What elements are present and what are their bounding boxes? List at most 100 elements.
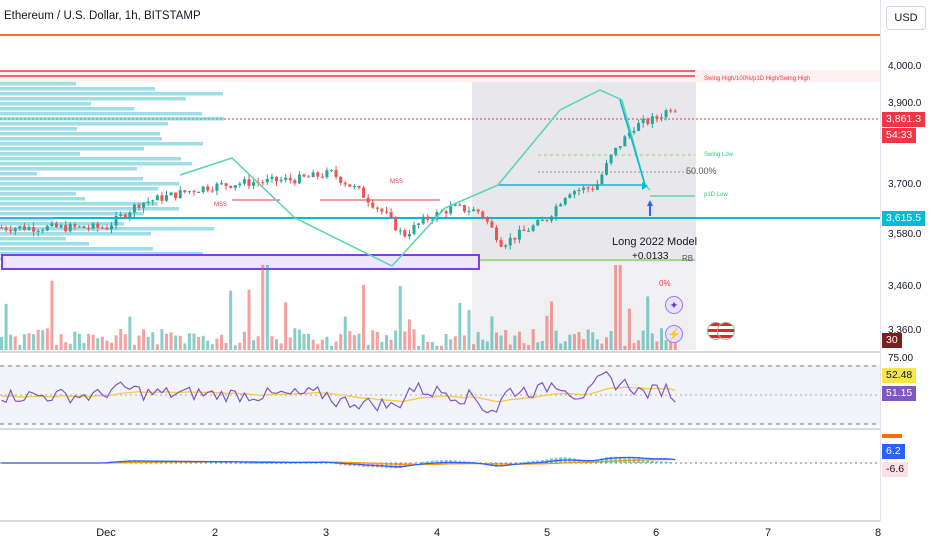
model-name-label: Long 2022 Model	[612, 236, 698, 248]
price-candle	[490, 221, 494, 228]
price-candle	[426, 216, 430, 220]
volume-bar	[568, 334, 572, 350]
price-candle	[114, 216, 118, 226]
volume-bar	[664, 340, 668, 350]
price-candle	[4, 227, 8, 230]
volume-bar	[142, 329, 146, 350]
volume-bar	[472, 344, 476, 350]
price-candle	[476, 209, 480, 212]
volume-profile-bar	[0, 207, 179, 211]
price-candle	[183, 190, 187, 193]
volume-bar	[224, 342, 228, 350]
volume-bar	[252, 340, 256, 350]
macd-histogram-bar	[453, 460, 457, 463]
volume-bar	[586, 329, 590, 350]
volume-profile-bar	[0, 97, 186, 101]
volume-bar	[105, 340, 109, 350]
price-candle	[169, 192, 173, 196]
volume-bar	[206, 340, 210, 350]
price-candle	[55, 223, 58, 228]
price-candle	[485, 217, 489, 222]
volume-bar	[403, 331, 407, 350]
macd-histogram-bar	[421, 461, 425, 463]
last-price-tag: 3,861.3	[882, 112, 926, 127]
volume-bar	[146, 336, 150, 350]
volume-bar	[577, 332, 581, 350]
swing-high-label: Swing High/100%/p1D High/Swing High	[704, 76, 811, 82]
price-candle	[187, 191, 191, 193]
volume-profile-bar	[0, 217, 54, 221]
macd-histogram-bar	[600, 458, 604, 463]
volume-bar	[536, 342, 540, 350]
volume-bar	[412, 329, 416, 350]
volume-profile-bar	[0, 182, 179, 186]
currency-button[interactable]: USD	[886, 6, 926, 30]
price-candle	[73, 224, 77, 227]
volume-bar	[242, 331, 246, 350]
volume-bar	[100, 336, 104, 350]
us-flag-icon[interactable]	[717, 322, 735, 340]
volume-bar	[160, 329, 164, 350]
event-lightning-icon[interactable]: ⚡	[665, 325, 683, 343]
volume-bar	[288, 337, 292, 350]
volume-bar	[41, 330, 45, 350]
price-candle	[252, 182, 256, 186]
volume-bar	[462, 335, 466, 350]
macd-histogram-bar	[426, 461, 430, 463]
macd-histogram-bar	[499, 463, 503, 467]
price-candle	[132, 204, 136, 213]
price-axis-label: 3,900.0	[888, 98, 922, 109]
volume-bar	[407, 319, 411, 350]
price-candle	[357, 186, 361, 188]
volume-bar	[137, 335, 141, 350]
volume-bar	[165, 333, 168, 350]
macd-histogram-bar	[183, 462, 187, 463]
price-candle	[50, 223, 54, 227]
pane-separators	[0, 351, 880, 522]
volume-bar	[508, 344, 512, 350]
price-candle	[453, 204, 457, 206]
price-candle	[517, 229, 521, 240]
price-candle	[64, 225, 68, 232]
volume-bar	[4, 303, 8, 350]
price-candles	[0, 108, 677, 250]
price-candle	[0, 227, 3, 229]
price-candle	[660, 117, 663, 119]
volume-bar	[50, 280, 54, 350]
price-candle	[270, 176, 274, 179]
macd-histogram-bar	[137, 460, 141, 463]
volume-profile-bar	[0, 142, 203, 146]
price-candle	[247, 179, 251, 186]
volume-profile-bar	[0, 222, 124, 226]
macd-histogram-bar	[458, 460, 462, 463]
price-axis-label: 3,700.0	[888, 179, 922, 190]
price-candle	[22, 226, 26, 230]
volume-bar	[637, 340, 641, 350]
price-candle	[632, 130, 636, 133]
volume-bar	[320, 339, 324, 350]
price-axis-label: 3,580.0	[888, 229, 922, 240]
volume-bar	[325, 336, 329, 350]
price-candle	[320, 176, 324, 178]
event-sparkle-icon[interactable]: ✦	[665, 296, 683, 314]
macd-histogram-bar	[577, 459, 581, 463]
volume-profile-bar	[0, 152, 80, 156]
volume-profile-bar	[0, 192, 76, 196]
macd-histogram-bar	[430, 460, 434, 463]
price-candle	[100, 227, 104, 229]
macd-histogram-bar	[646, 460, 650, 463]
volume-profile-bar	[0, 232, 151, 236]
chart-title: Ethereum / U.S. Dollar, 1h, BITSTAMP	[4, 10, 201, 22]
price-candle	[165, 195, 168, 201]
price-candle	[68, 224, 72, 232]
time-axis-label: Dec	[96, 527, 116, 539]
volume-bar	[297, 329, 301, 350]
volume-bar	[504, 329, 508, 350]
macd-histogram-bar	[293, 463, 297, 464]
countdown-tag: 54:33	[882, 128, 917, 143]
volume-bar	[467, 310, 471, 350]
macd-histogram-bar	[540, 459, 544, 463]
macd-histogram-bar	[637, 458, 641, 463]
price-candle	[449, 205, 453, 214]
